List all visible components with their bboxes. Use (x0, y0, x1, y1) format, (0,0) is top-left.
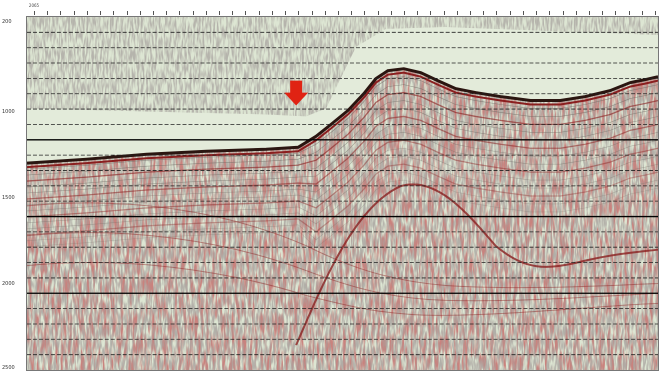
time-label-200: 200 (2, 19, 12, 25)
shot-tick (166, 11, 168, 15)
seismic-section-panel (26, 16, 659, 371)
shot-tick (364, 11, 366, 15)
shot-tick (456, 11, 458, 15)
time-label-2000: 2000 (2, 281, 15, 287)
shot-tick (47, 11, 49, 15)
shot-tick (152, 11, 154, 15)
shot-tick (126, 11, 128, 15)
shot-tick (351, 11, 353, 15)
shot-tick (179, 11, 181, 15)
two-way-time-ruler: 200 1000 1500 2000 2500 (0, 0, 26, 374)
shot-tick (549, 11, 551, 15)
shot-tick (34, 11, 35, 15)
sediment-layer (27, 163, 658, 236)
seafloor-reflector-lower (27, 71, 658, 169)
deep-reflector (27, 262, 658, 316)
seismic-section (27, 17, 658, 370)
sediment-layer (27, 115, 658, 200)
sediment-layer (27, 155, 658, 230)
seafloor-reflector (27, 67, 658, 165)
shot-tick (655, 11, 656, 15)
shot-tick (417, 11, 419, 15)
shot-tick (509, 11, 511, 15)
shot-tick (575, 11, 577, 15)
shot-tick (443, 11, 445, 15)
shot-tick (113, 11, 115, 15)
shot-tick (628, 11, 630, 15)
shot-tick (588, 11, 590, 15)
shot-tick (470, 11, 471, 15)
shot-tick (377, 11, 379, 15)
shot-tick (219, 11, 220, 15)
shot-tick (496, 11, 498, 15)
shot-tick (192, 11, 194, 15)
deep-reflector (27, 202, 658, 289)
first-shot-label: 2065 (28, 3, 40, 8)
shot-tick (324, 11, 326, 15)
shot-tick (285, 11, 286, 15)
shot-tick (139, 11, 141, 15)
sediment-layer (27, 91, 658, 182)
shot-tick (60, 11, 62, 15)
time-label-2500: 2500 (2, 365, 15, 371)
time-label-1000: 1000 (2, 109, 15, 115)
down-arrow-icon (284, 80, 309, 106)
water-column-band (27, 26, 658, 164)
time-label-1500: 1500 (2, 195, 15, 201)
sediment-layer (27, 100, 658, 188)
deep-anticline-reflector (295, 183, 658, 346)
shot-tick (232, 11, 234, 15)
shot-tick (100, 11, 102, 15)
shot-tick (73, 11, 75, 15)
shot-tick (86, 11, 88, 15)
shot-tick (271, 11, 273, 15)
shot-tick (245, 11, 247, 15)
sediment-layer (27, 179, 658, 249)
sediment-layer (27, 84, 658, 176)
shot-tick (404, 11, 405, 15)
sediment-layer (27, 171, 658, 242)
sediment-layer (27, 132, 658, 212)
shot-tick (641, 11, 643, 15)
shot-tick (298, 11, 300, 15)
shot-tick (562, 11, 564, 15)
shot-tick (602, 11, 604, 15)
shot-tick (390, 11, 392, 15)
deep-reflector (27, 232, 658, 302)
shot-tick (483, 11, 485, 15)
shot-tick (258, 11, 260, 15)
shot-tick (337, 11, 339, 15)
shot-tick (615, 11, 617, 15)
shot-tick (205, 11, 207, 15)
sediment-layer (27, 108, 658, 194)
shot-tick (311, 11, 313, 15)
shot-tick (522, 11, 524, 15)
shot-number-ruler: 2065 (26, 0, 659, 16)
sediment-layer (27, 147, 658, 224)
shot-tick (536, 11, 538, 15)
time-grid (27, 31, 658, 356)
shot-tick (430, 11, 432, 15)
sediment-layers (27, 76, 658, 316)
